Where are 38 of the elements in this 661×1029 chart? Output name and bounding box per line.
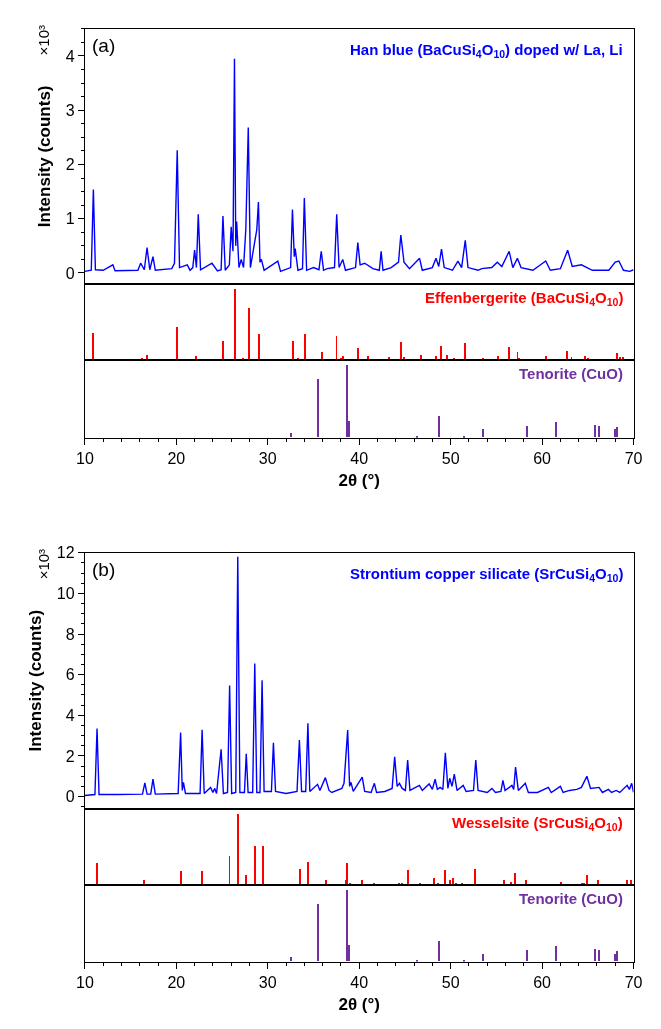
x-tick-label: 70 bbox=[624, 449, 643, 467]
x-axis-title: 2θ (°) bbox=[338, 471, 380, 491]
y-tick-label: 0 bbox=[65, 788, 75, 806]
y-tick-label: 12 bbox=[56, 544, 75, 562]
y-tick-label: 6 bbox=[65, 666, 75, 684]
x-tick-label: 60 bbox=[533, 449, 552, 467]
y-tick-label: 2 bbox=[65, 156, 75, 174]
y-tick-label: 0 bbox=[65, 264, 75, 282]
x-tick-label: 50 bbox=[441, 449, 460, 467]
x-tick-label: 60 bbox=[533, 973, 552, 991]
y-tick-label: 10 bbox=[56, 584, 75, 602]
annotation: (a) bbox=[92, 35, 116, 56]
x-tick-label: 50 bbox=[441, 973, 460, 991]
annotation: (b) bbox=[92, 559, 116, 580]
y-tick-label: 3 bbox=[65, 101, 75, 119]
x-tick-label: 20 bbox=[167, 973, 186, 991]
y-tick-label: 4 bbox=[65, 47, 75, 65]
y-axis-title: Intensity (counts) bbox=[26, 609, 46, 752]
text: ×10³ bbox=[35, 548, 53, 580]
x-tick-label: 30 bbox=[258, 449, 277, 467]
text: ×10³ bbox=[34, 25, 52, 56]
x-tick-label: 40 bbox=[350, 449, 369, 467]
y-axis-title: Intensity (counts) bbox=[35, 85, 55, 228]
x-tick-label: 70 bbox=[624, 973, 643, 991]
text: Effenbergerite (BaCuSi$_{4}$O$_{10}$) bbox=[425, 289, 624, 309]
x-tick-label: 30 bbox=[258, 973, 277, 991]
x-axis-title: 2θ (°) bbox=[338, 995, 380, 1015]
x-tick-label: 40 bbox=[350, 973, 369, 991]
text: Tenorite (CuO) bbox=[519, 365, 623, 382]
text: Strontium copper silicate (SrCuSi$_{4}$O$_{10}$) bbox=[350, 565, 624, 585]
y-tick-label: 2 bbox=[65, 747, 75, 765]
y-tick-label: 8 bbox=[65, 625, 75, 643]
text: Han blue (BaCuSi$_{4}$O$_{10}$) doped w/ La, Li bbox=[350, 41, 623, 61]
text: Tenorite (CuO) bbox=[519, 890, 623, 907]
y-tick-label: 1 bbox=[65, 210, 75, 228]
x-tick-label: 20 bbox=[167, 449, 186, 467]
y-tick-label: 4 bbox=[65, 706, 75, 724]
text: Wesselsite (SrCuSi$_{4}$O$_{10}$) bbox=[452, 814, 623, 834]
